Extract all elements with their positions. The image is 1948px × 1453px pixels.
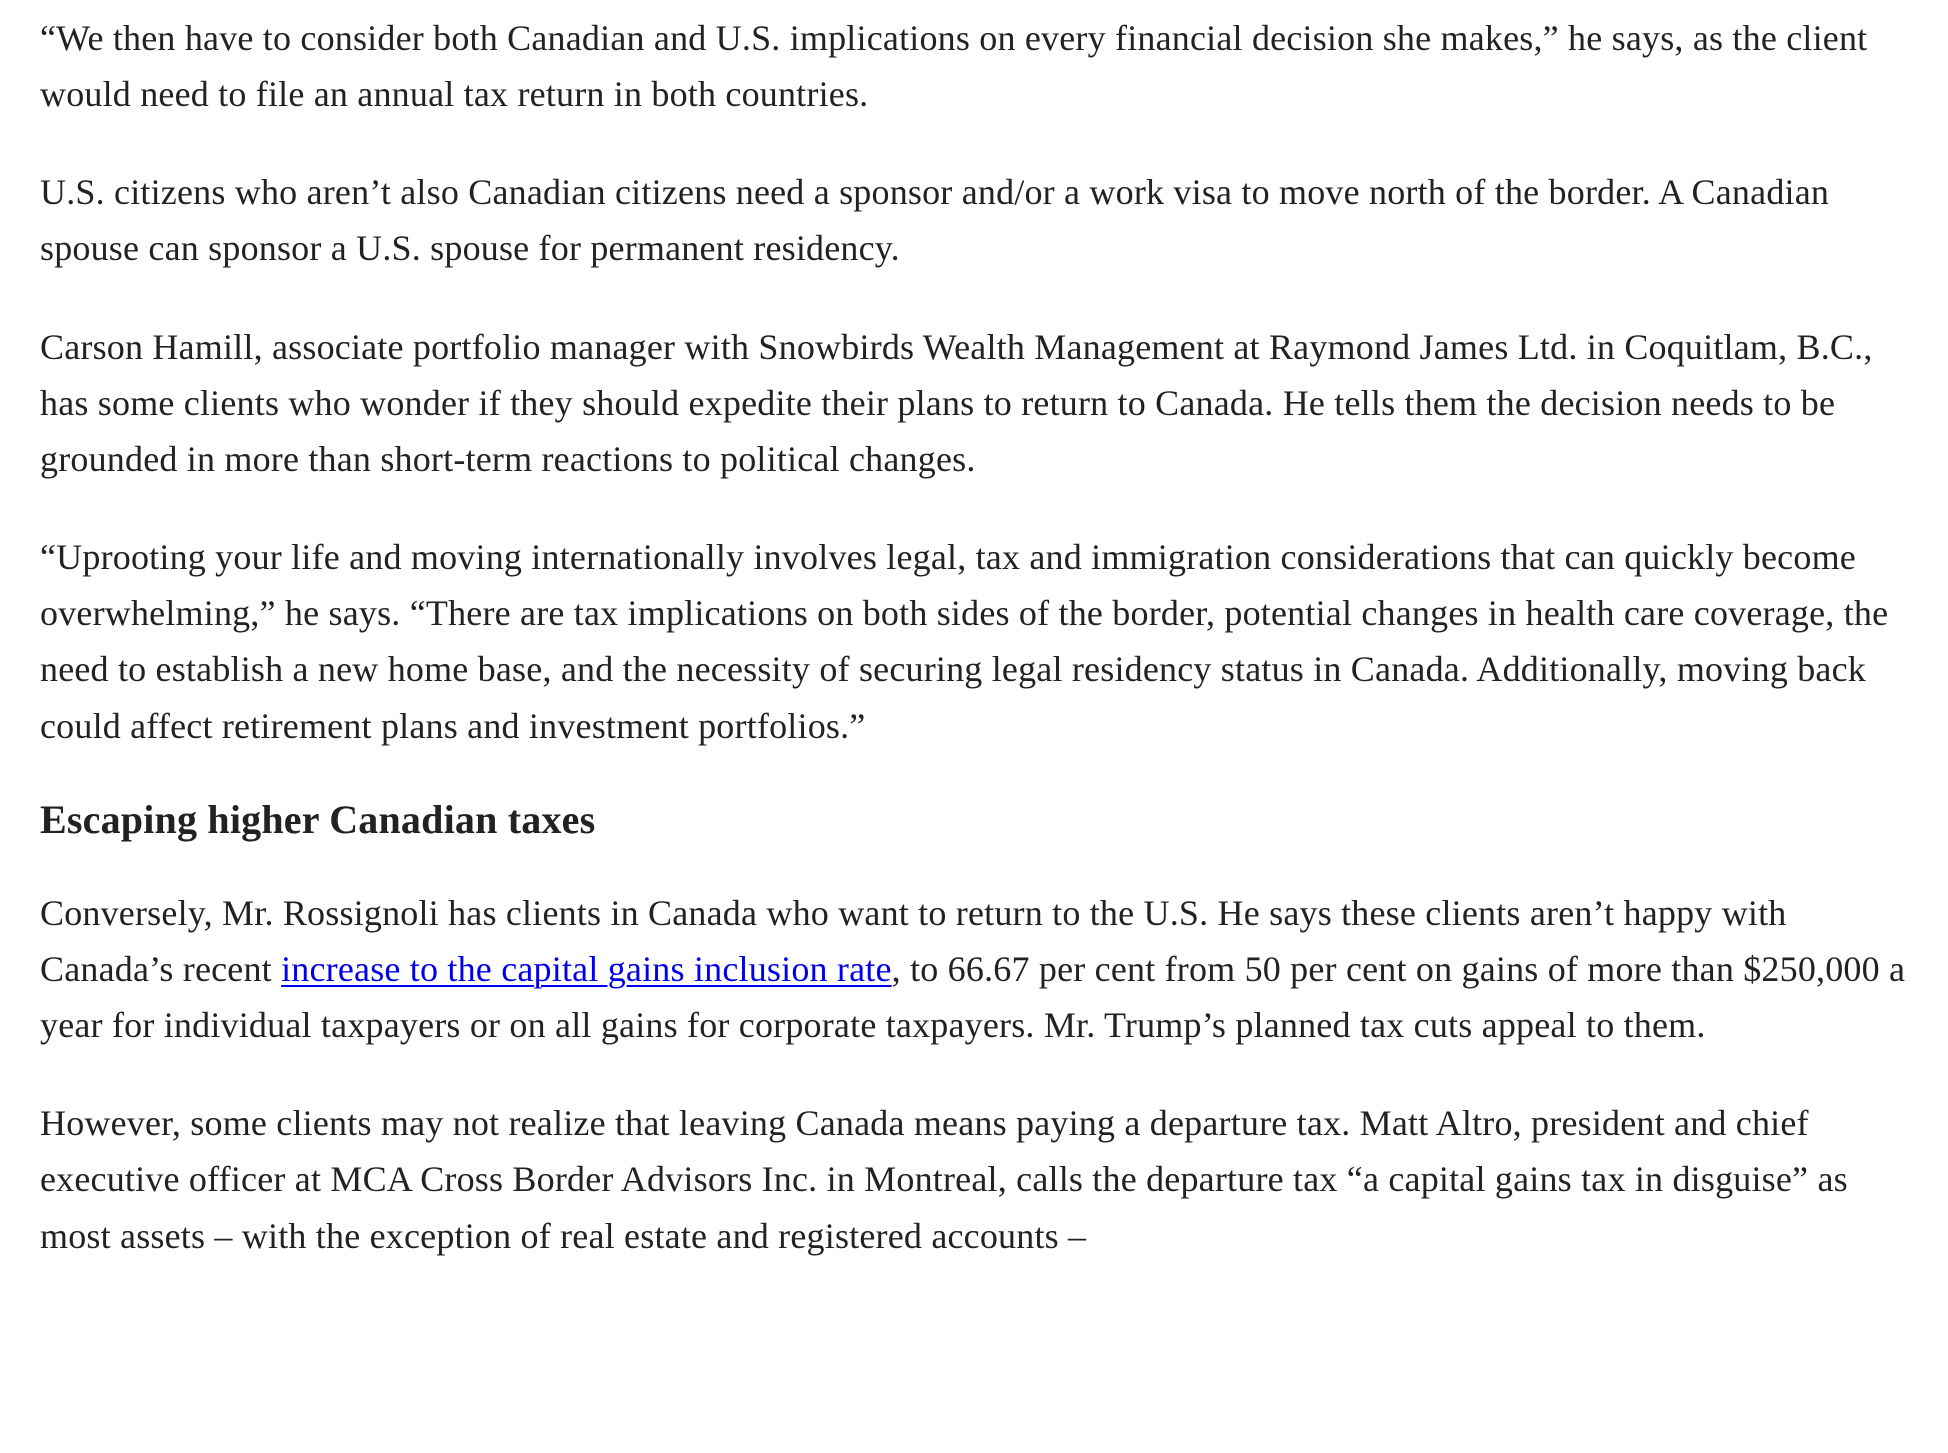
inline-link-capital-gains[interactable]: increase to the capital gains inclusion … [281,949,892,989]
article-body: “We then have to consider both Canadian … [40,10,1908,1264]
body-paragraph: Conversely, Mr. Rossignoli has clients i… [40,885,1908,1053]
body-paragraph: Carson Hamill, associate portfolio manag… [40,319,1908,487]
body-paragraph: U.S. citizens who aren’t also Canadian c… [40,164,1908,276]
body-paragraph: “Uprooting your life and moving internat… [40,529,1908,754]
section-heading: Escaping higher Canadian taxes [40,796,1908,843]
body-paragraph: However, some clients may not realize th… [40,1095,1908,1263]
body-paragraph: “We then have to consider both Canadian … [40,10,1908,122]
